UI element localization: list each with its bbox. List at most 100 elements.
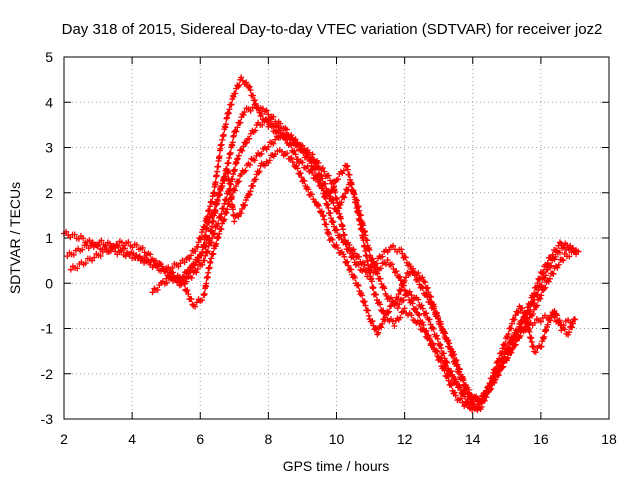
data-point xyxy=(547,317,554,324)
data-point xyxy=(333,227,340,234)
data-point xyxy=(265,111,272,118)
data-point xyxy=(91,254,98,261)
data-point xyxy=(538,292,545,299)
data-point xyxy=(348,181,355,188)
data-point xyxy=(246,191,253,198)
data-point xyxy=(514,309,521,316)
data-point xyxy=(546,263,553,270)
y-axis-label: SDTVAR / TECUs xyxy=(7,182,23,294)
data-point xyxy=(538,343,545,350)
data-point xyxy=(215,234,222,241)
data-point xyxy=(483,390,490,397)
data-point xyxy=(333,226,340,233)
data-point xyxy=(568,323,575,330)
data-point xyxy=(181,281,188,288)
data-point xyxy=(86,237,93,244)
data-point xyxy=(440,350,447,357)
data-point xyxy=(423,327,430,334)
data-point xyxy=(315,159,322,166)
data-point xyxy=(285,132,292,139)
series-track-4 xyxy=(149,131,578,405)
data-point xyxy=(229,139,236,146)
data-point xyxy=(208,239,215,246)
data-point xyxy=(237,119,244,126)
data-point xyxy=(204,249,211,256)
data-point xyxy=(334,176,341,183)
data-point xyxy=(215,163,222,170)
data-point xyxy=(398,286,405,293)
plot-frame xyxy=(63,56,610,420)
data-point xyxy=(299,142,306,149)
data-point xyxy=(341,194,348,201)
x-tick-label: 6 xyxy=(196,431,204,447)
data-point xyxy=(79,246,86,253)
data-point xyxy=(555,261,562,268)
data-point xyxy=(220,205,227,212)
data-point xyxy=(529,311,536,318)
data-point xyxy=(389,318,396,325)
data-point xyxy=(438,345,445,352)
data-point xyxy=(566,329,573,336)
data-point xyxy=(145,257,152,264)
data-point xyxy=(492,365,499,372)
data-point xyxy=(359,292,366,299)
data-point xyxy=(294,165,301,172)
data-point xyxy=(175,263,182,270)
data-point xyxy=(238,74,245,81)
data-point xyxy=(224,206,231,213)
data-point xyxy=(184,287,191,294)
data-point xyxy=(203,280,210,287)
data-point xyxy=(433,347,440,354)
data-point xyxy=(318,208,325,215)
data-point xyxy=(459,399,466,406)
data-point xyxy=(201,290,208,297)
data-point xyxy=(373,260,380,267)
data-point xyxy=(453,362,460,369)
data-point xyxy=(259,122,266,129)
data-point xyxy=(329,218,336,225)
data-point xyxy=(544,321,551,328)
data-point xyxy=(225,109,232,116)
data-point xyxy=(240,143,247,150)
data-point xyxy=(522,314,529,321)
data-point xyxy=(246,161,253,168)
data-point xyxy=(388,261,395,268)
series-track-3 xyxy=(67,116,582,414)
data-point xyxy=(402,274,409,281)
data-point xyxy=(560,257,567,264)
data-point xyxy=(230,93,237,100)
data-point xyxy=(394,305,401,312)
data-point xyxy=(354,281,361,288)
data-point xyxy=(408,312,415,319)
data-point xyxy=(383,292,390,299)
data-point xyxy=(393,268,400,275)
data-point xyxy=(326,231,333,238)
x-tick-label: 2 xyxy=(60,431,68,447)
data-point xyxy=(508,325,515,332)
data-point xyxy=(242,202,249,209)
data-point xyxy=(425,332,432,339)
data-point xyxy=(193,269,200,276)
data-point xyxy=(399,250,406,257)
data-point xyxy=(516,334,523,341)
data-point xyxy=(453,378,460,385)
data-point xyxy=(218,225,225,232)
data-point xyxy=(362,302,369,309)
data-point xyxy=(345,245,352,252)
data-point xyxy=(364,273,371,280)
data-point xyxy=(321,216,328,223)
data-point xyxy=(279,148,285,155)
data-point xyxy=(147,251,154,258)
data-point xyxy=(431,303,438,310)
data-point xyxy=(571,316,578,323)
data-point xyxy=(534,302,541,309)
data-point xyxy=(106,247,113,254)
data-point xyxy=(416,312,423,319)
y-tick-label: -1 xyxy=(41,321,54,337)
data-point xyxy=(569,324,576,331)
data-point xyxy=(561,326,568,333)
data-point xyxy=(395,291,402,298)
data-point xyxy=(344,166,351,173)
data-point xyxy=(540,268,547,275)
data-point xyxy=(401,305,408,312)
